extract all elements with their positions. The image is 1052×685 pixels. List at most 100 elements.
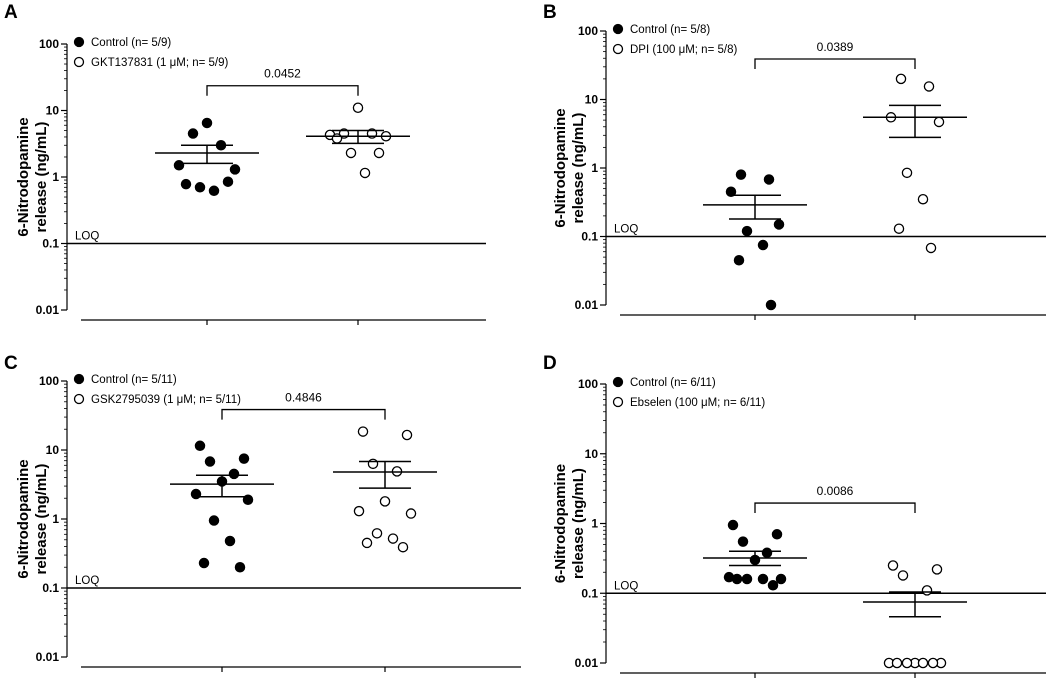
data-point [757, 573, 769, 585]
data-point [359, 167, 371, 179]
data-point [234, 561, 246, 573]
data-point [194, 440, 206, 452]
y-axis-label-line2: release (ng/mL) [33, 464, 50, 575]
data-point [367, 458, 379, 470]
y-tick-label: 1 [591, 517, 598, 531]
data-point [204, 456, 216, 467]
data-point [387, 533, 399, 544]
data-point [901, 657, 913, 669]
data-point [763, 174, 775, 185]
data-point [373, 147, 385, 159]
data-point [208, 185, 220, 197]
data-point [893, 223, 905, 234]
data-point [771, 529, 783, 540]
data-point [741, 225, 753, 237]
legend-label: GKT137831 (1 μM; n= 5/9) [91, 57, 229, 69]
data-point [761, 547, 773, 559]
legend-label: Control (n= 5/9) [91, 37, 171, 49]
y-tick-label: 1 [52, 170, 59, 184]
legend-label: GSK2795039 (1 μM; n= 5/11) [91, 394, 241, 406]
panel-letter: A [4, 2, 18, 23]
data-point [345, 147, 357, 159]
data-point [733, 255, 745, 266]
legend-marker-filled [73, 36, 85, 48]
y-axis-label-line1: 6-Nitrodopamine [15, 117, 32, 236]
data-point [927, 657, 939, 669]
y-tick-label: 0.01 [575, 656, 599, 670]
data-point [353, 505, 365, 517]
significance-bracket [754, 58, 916, 69]
legend-label: DPI (100 μM; n= 5/8) [630, 44, 737, 56]
y-tick-label: 1 [591, 161, 598, 175]
data-point [901, 167, 913, 179]
panel-c: C 6-Nitrodopaminerelease (ng/mL) 0.01 0.1 1 1… [4, 353, 521, 672]
data-point [921, 585, 933, 596]
data-point [731, 573, 743, 585]
data-point [397, 541, 409, 553]
legend-marker-open [612, 396, 624, 408]
y-axis-label-line1: 6-Nitrodopamine [15, 459, 32, 578]
loq-label: LOQ [75, 231, 99, 243]
data-point [741, 573, 753, 585]
legend-marker-filled [612, 376, 624, 388]
data-point [895, 73, 907, 85]
y-tick-label: 100 [578, 377, 598, 391]
y-axis-label-line2: release (ng/mL) [33, 122, 50, 233]
y-tick-label: 10 [46, 104, 60, 118]
loq-label: LOQ [75, 575, 99, 587]
panel-letter: B [543, 2, 557, 23]
data-point [194, 182, 206, 193]
y-tick-label: 0.1 [42, 237, 59, 251]
y-axis-label-line1: 6-Nitrodopamine [552, 108, 569, 227]
data-point [238, 453, 250, 464]
data-point [725, 186, 737, 198]
data-point [173, 160, 185, 171]
data-point [180, 178, 192, 190]
y-axis-label-line1: 6-Nitrodopamine [552, 464, 569, 583]
y-tick-label: 10 [46, 443, 60, 457]
data-point [371, 528, 383, 539]
legend-label: Control (n= 5/8) [630, 24, 710, 36]
panel-letter: C [4, 353, 18, 374]
data-point [224, 535, 236, 547]
data-point [891, 657, 903, 669]
data-point [357, 426, 369, 437]
significance-bracket [206, 85, 359, 96]
data-point [405, 508, 417, 519]
panel-a: A 6-Nitrodopaminerelease (ng/mL) 0.01 0.1 1 1… [4, 2, 486, 325]
legend-marker-open [73, 393, 85, 405]
data-point [923, 81, 935, 92]
y-tick-label: 100 [39, 374, 59, 388]
data-point [331, 133, 343, 144]
y-axis-label-line2: release (ng/mL) [570, 468, 587, 579]
data-point [767, 580, 779, 591]
data-point [917, 193, 929, 205]
y-tick-label: 100 [39, 37, 59, 51]
data-point [198, 557, 210, 569]
y-tick-label: 0.01 [36, 303, 60, 317]
panel-d: D 6-Nitrodopaminerelease (ng/mL) 0.01 0.1 1 1… [543, 353, 1046, 678]
y-tick-label: 0.1 [581, 230, 598, 244]
data-point [887, 560, 899, 571]
y-tick-label: 10 [585, 447, 599, 461]
legend-marker-open [612, 43, 624, 55]
y-tick-label: 0.01 [36, 650, 60, 664]
loq-label: LOQ [614, 580, 638, 592]
p-value-label: 0.0086 [817, 484, 854, 498]
data-point [187, 128, 199, 139]
data-point [917, 657, 929, 669]
data-point [775, 573, 787, 585]
legend-label: Control (n= 6/11) [630, 377, 716, 389]
data-point [208, 515, 220, 526]
y-tick-label: 10 [585, 93, 599, 107]
p-value-label: 0.4846 [285, 391, 322, 405]
data-point [897, 570, 909, 581]
data-point [735, 169, 747, 180]
data-point [931, 564, 943, 575]
y-axis-label: 6-Nitrodopaminerelease (ng/mL) [552, 464, 587, 583]
significance-bracket [754, 502, 916, 514]
data-point [757, 239, 769, 251]
data-point [228, 468, 240, 480]
data-point [201, 117, 213, 129]
data-point [352, 102, 364, 113]
